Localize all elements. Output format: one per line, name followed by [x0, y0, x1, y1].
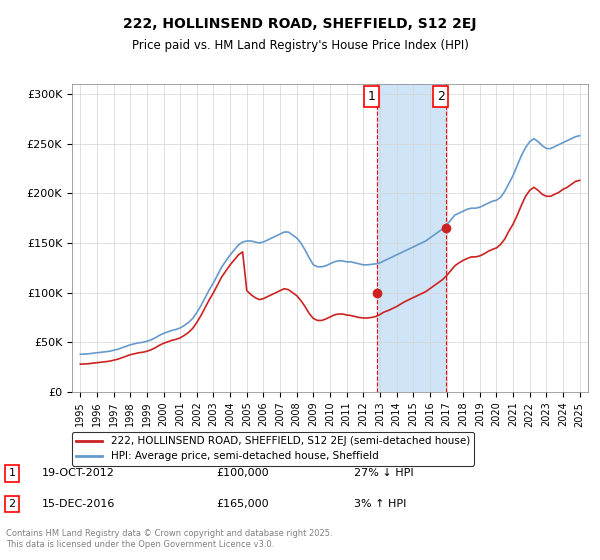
Text: Contains HM Land Registry data © Crown copyright and database right 2025.
This d: Contains HM Land Registry data © Crown c… — [6, 529, 332, 549]
Text: £100,000: £100,000 — [216, 468, 269, 478]
Legend: 222, HOLLINSEND ROAD, SHEFFIELD, S12 2EJ (semi-detached house), HPI: Average pri: 222, HOLLINSEND ROAD, SHEFFIELD, S12 2EJ… — [72, 432, 474, 465]
Text: Price paid vs. HM Land Registry's House Price Index (HPI): Price paid vs. HM Land Registry's House … — [131, 39, 469, 52]
Text: 15-DEC-2016: 15-DEC-2016 — [42, 499, 115, 509]
Text: 27% ↓ HPI: 27% ↓ HPI — [354, 468, 413, 478]
Text: £165,000: £165,000 — [216, 499, 269, 509]
Text: 2: 2 — [8, 499, 16, 509]
Text: 2: 2 — [437, 90, 445, 103]
Text: 1: 1 — [368, 90, 376, 103]
Text: 222, HOLLINSEND ROAD, SHEFFIELD, S12 2EJ: 222, HOLLINSEND ROAD, SHEFFIELD, S12 2EJ — [123, 17, 477, 31]
Text: 1: 1 — [8, 468, 16, 478]
Text: 19-OCT-2012: 19-OCT-2012 — [42, 468, 115, 478]
Bar — [377, 84, 446, 392]
Text: 3% ↑ HPI: 3% ↑ HPI — [354, 499, 406, 509]
